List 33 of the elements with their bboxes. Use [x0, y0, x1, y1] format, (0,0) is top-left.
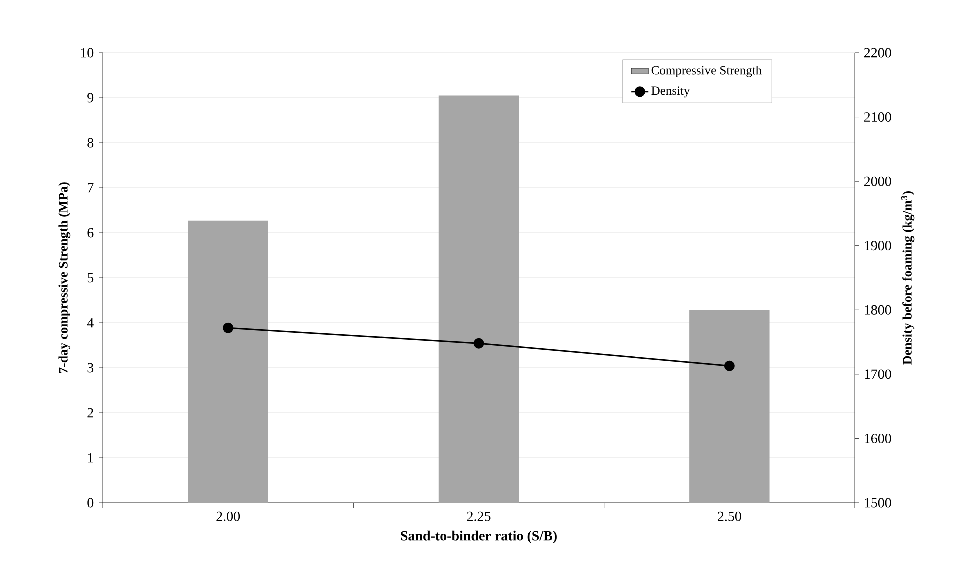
bar: [690, 310, 770, 503]
y-tick-label: 2: [88, 408, 94, 418]
y2-tick-label: 1600: [865, 434, 892, 444]
y-tick-label: 3: [88, 363, 94, 373]
y2-tick-label: 2000: [864, 176, 892, 186]
y2-tick-label: 2200: [864, 48, 892, 58]
point: [724, 360, 735, 372]
y-tick-label: 5: [88, 273, 94, 283]
bar: [188, 220, 268, 503]
y2-tick-label: 2100: [864, 112, 892, 122]
y-tick-label: 4: [87, 318, 94, 328]
y2-tick-label: 1900: [865, 241, 892, 251]
y-tick-label: 10: [81, 48, 94, 58]
x-tick-label: 2.50: [718, 512, 742, 522]
y2-tick-label: 1500: [865, 498, 892, 508]
y-tick-label: 8: [88, 138, 94, 148]
y-axis-title: 7-day compressive Strength (MPa): [58, 182, 71, 374]
y-tick-label: 1: [88, 453, 94, 463]
point: [223, 322, 234, 334]
bar: [438, 96, 520, 503]
y2-tick-label: 1800: [865, 305, 892, 315]
x-tick-label: 2.25: [467, 512, 491, 522]
x-axis-title: Sand-to-binder ratio (S/B): [401, 530, 557, 544]
y-tick-label: 0: [88, 498, 94, 508]
y-tick-label: 6: [88, 228, 94, 238]
legend-label: Density: [652, 86, 690, 98]
y-tick-label: 9: [88, 93, 94, 103]
y-tick-label: 7: [88, 183, 94, 193]
point: [474, 338, 484, 349]
y2-tick-label: 1700: [865, 370, 892, 380]
x-tick-label: 2.00: [216, 512, 240, 522]
legend-label: Compressive Strength: [652, 66, 762, 78]
y2-axis-title: Density before foaming (kg/m$^{3}$): [901, 191, 915, 365]
